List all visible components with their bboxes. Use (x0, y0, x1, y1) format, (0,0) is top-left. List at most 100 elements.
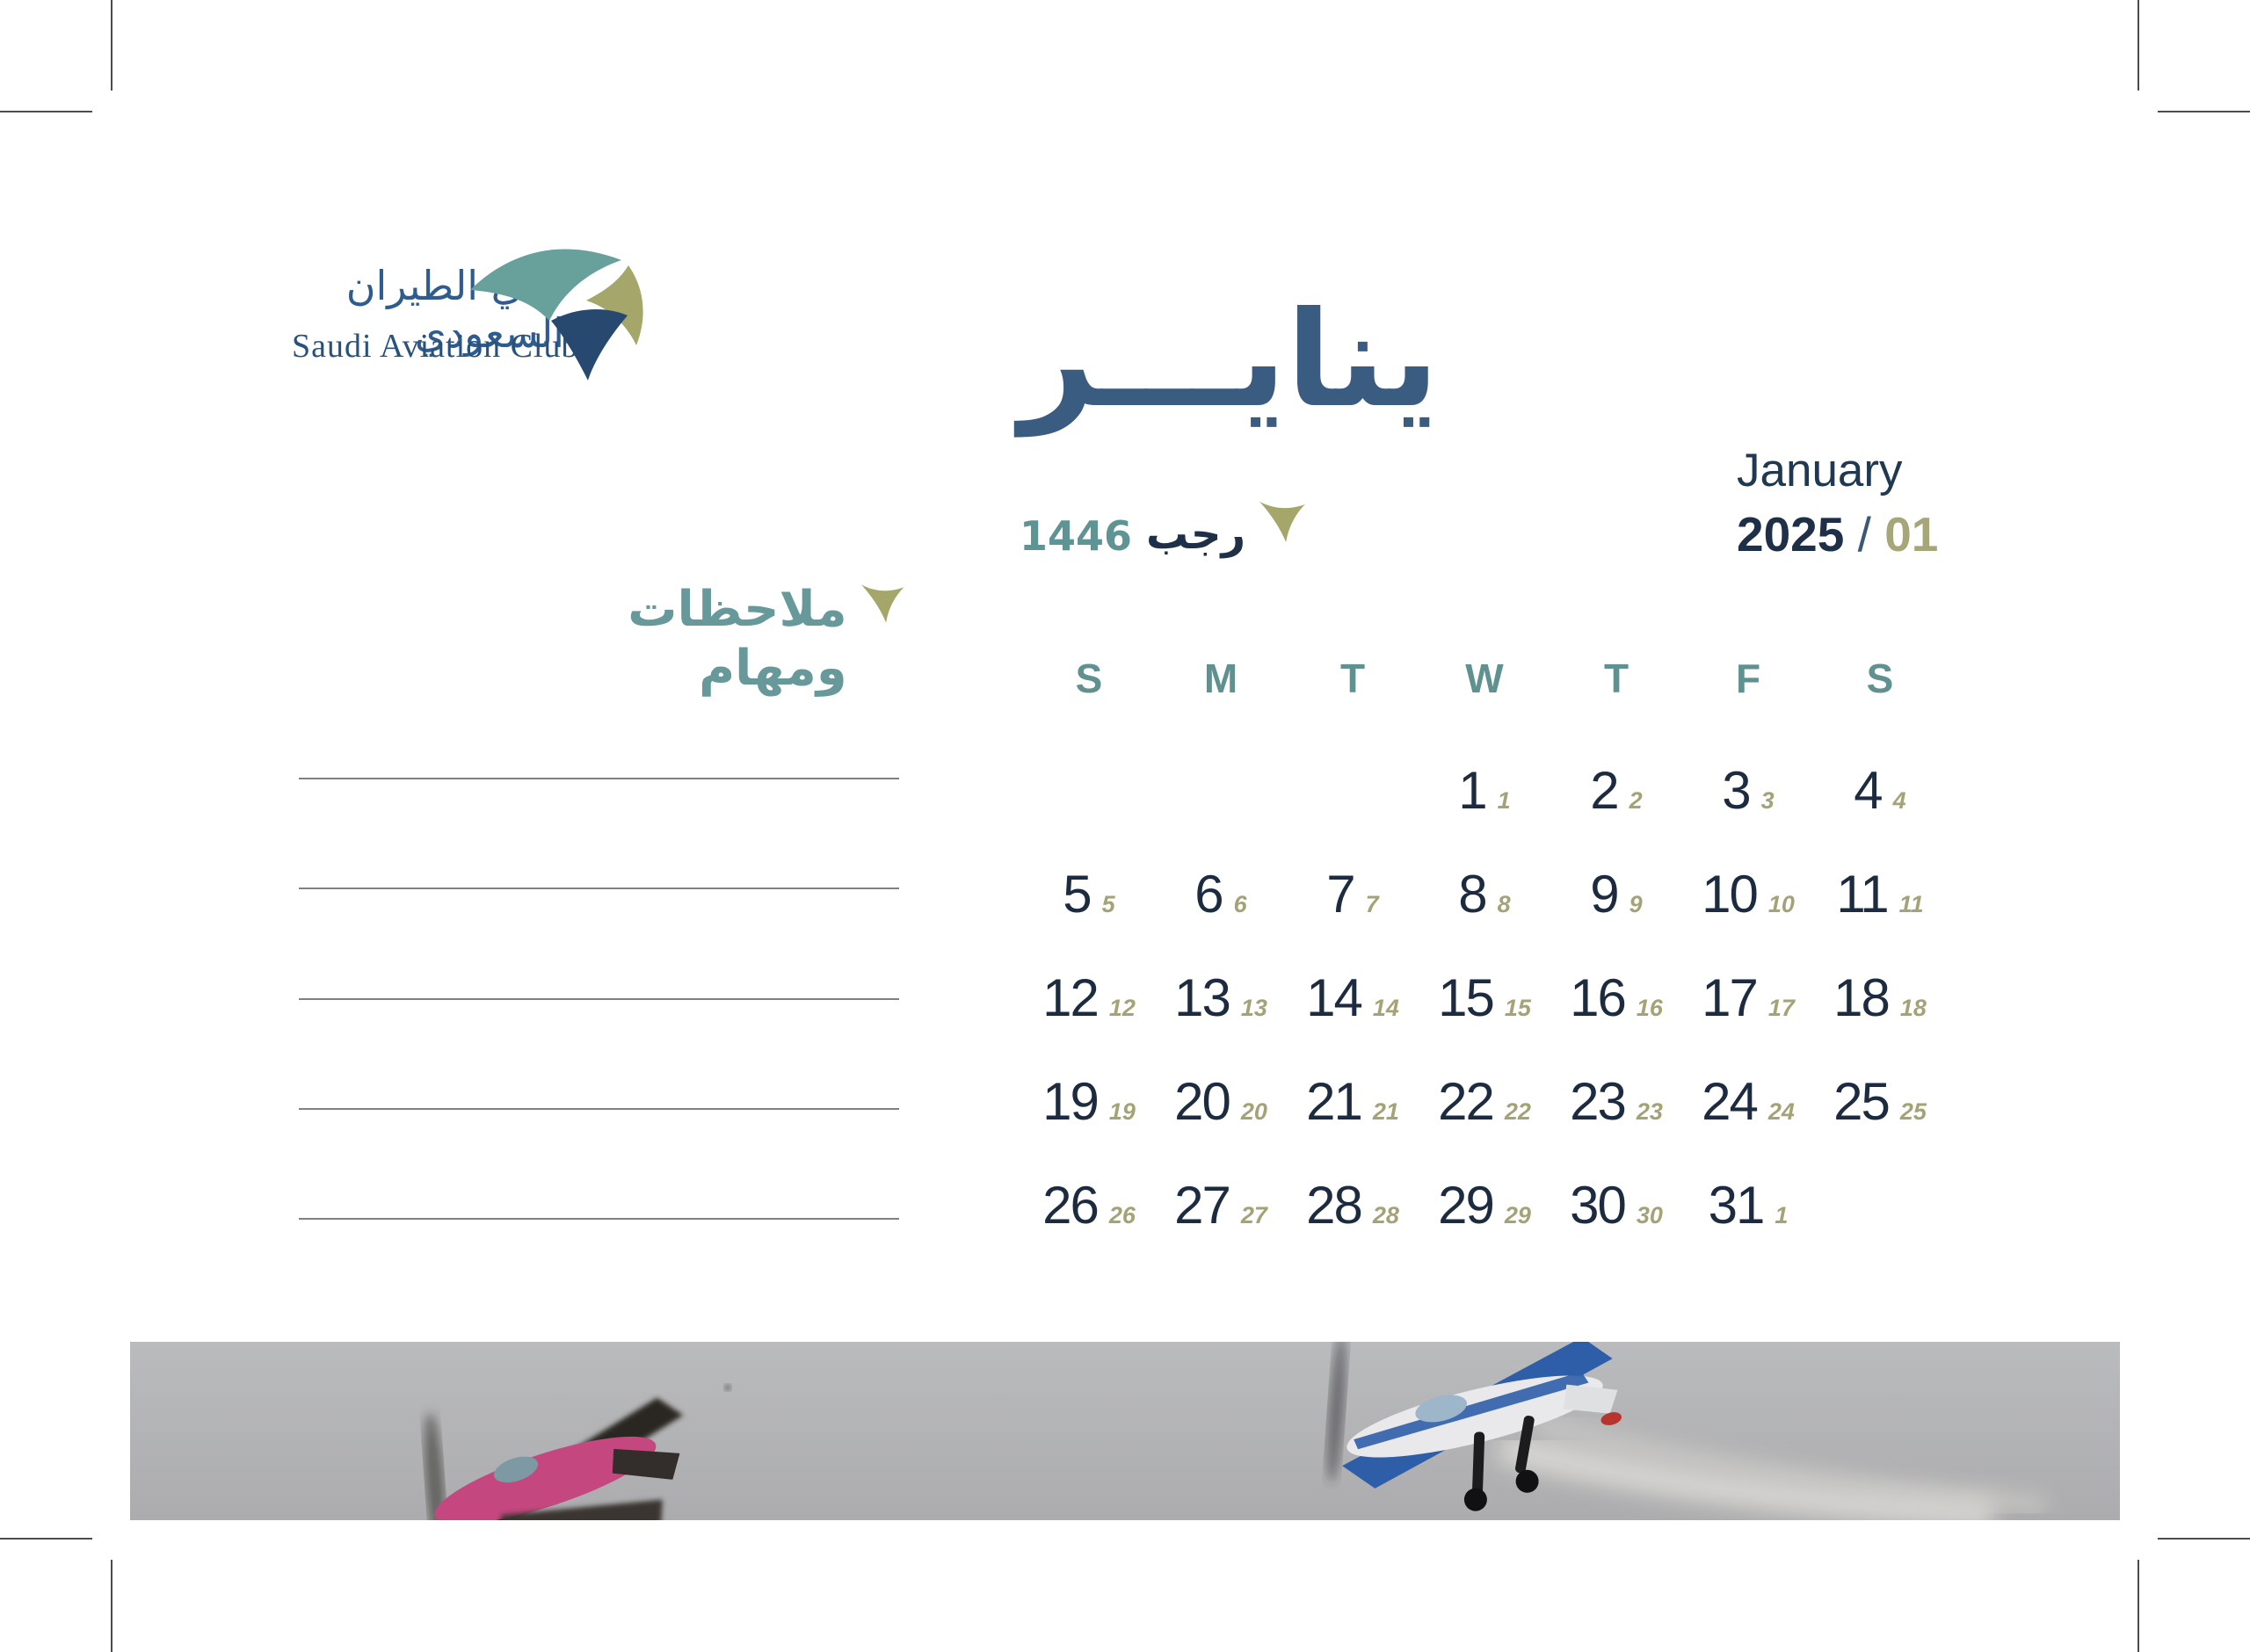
weekday-header: S (1075, 656, 1103, 701)
gregorian-date: 25 (1833, 1071, 1891, 1131)
day-cell: 19 19 (1023, 1071, 1155, 1132)
gregorian-date: 7 (1326, 864, 1355, 924)
hijri-date: 6 (1233, 890, 1247, 917)
weekday-header: T (1339, 656, 1366, 701)
hijri-date: 4 (1892, 786, 1906, 814)
notes-line (299, 1218, 899, 1220)
day-cell: 30 30 (1550, 1175, 1682, 1235)
week-row: 12 12 13 13 14 14 15 15 16 16 17 17 18 18 (1023, 946, 1946, 1049)
gregorian-date: 2 (1590, 760, 1619, 820)
gregorian-date: 9 (1590, 864, 1619, 924)
day-cell: 25 25 (1814, 1071, 1946, 1132)
hijri-month: رجب (1146, 510, 1246, 559)
crop-mark (2158, 111, 2250, 112)
gregorian-date: 10 (1702, 864, 1759, 924)
hijri-date: 1 (1775, 1201, 1789, 1228)
day-cell: 23 23 (1550, 1071, 1682, 1132)
blue-plane (1327, 1342, 2047, 1520)
notes-line (299, 888, 899, 890)
notes-line (299, 1107, 899, 1110)
day-cell: 15 15 (1419, 967, 1550, 1028)
hijri-date: 14 (1372, 994, 1399, 1021)
gregorian-date: 27 (1174, 1175, 1231, 1235)
day-cell: 22 22 (1419, 1071, 1550, 1132)
notes-lines (299, 778, 899, 1220)
hijri-date: 22 (1504, 1098, 1531, 1125)
hijri-date: 18 (1899, 994, 1927, 1021)
hijri-date: 19 (1108, 1098, 1136, 1125)
notes-heading: ملاحظات ومهام (475, 580, 905, 698)
gregorian-date: 30 (1570, 1175, 1627, 1235)
gregorian-date: 16 (1570, 967, 1627, 1027)
gregorian-date: 18 (1833, 967, 1891, 1027)
day-cell: 12 12 (1023, 967, 1155, 1028)
month-number: 01 (1884, 507, 1939, 562)
day-cell: 20 20 (1155, 1071, 1287, 1132)
day-cell: 29 29 (1419, 1175, 1550, 1235)
day-cell: 31 1 (1682, 1175, 1814, 1235)
gregorian-date: 12 (1042, 967, 1100, 1027)
olive-arrow-icon (1259, 501, 1305, 543)
hijri-date: 11 (1898, 890, 1924, 917)
day-cell: 14 14 (1287, 967, 1419, 1028)
gregorian-date: 8 (1458, 864, 1487, 924)
gregorian-date: 4 (1854, 760, 1883, 820)
gregorian-date: 15 (1438, 967, 1495, 1027)
notes-line (299, 997, 899, 1000)
hijri-date: 7 (1365, 890, 1379, 917)
gregorian-date: 13 (1174, 967, 1231, 1027)
hijri-date: 27 (1240, 1201, 1267, 1228)
crop-mark (2138, 1560, 2139, 1652)
day-cell: 18 18 (1814, 967, 1946, 1028)
saudi-aviation-club-logo-icon (470, 249, 643, 380)
week-row: 5 5 6 6 7 7 8 8 9 9 10 10 11 11 (1023, 842, 1946, 946)
gregorian-date: 29 (1438, 1175, 1495, 1235)
hijri-date: 1 (1497, 786, 1511, 814)
day-cell: 13 13 (1155, 967, 1287, 1028)
hijri-date: 21 (1372, 1098, 1399, 1125)
year-number: 2025 (1737, 507, 1845, 562)
gregorian-date: 6 (1194, 864, 1223, 924)
crop-mark (0, 1538, 92, 1540)
day-cell: 11 11 (1814, 864, 1946, 924)
week-row: 19 19 20 20 21 21 22 22 23 23 24 24 25 25 (1023, 1049, 1946, 1153)
hijri-date: 13 (1240, 994, 1267, 1021)
hijri-date: 12 (1108, 994, 1136, 1021)
day-cell: 24 24 (1682, 1071, 1814, 1132)
day-cell: 26 26 (1023, 1175, 1155, 1235)
gregorian-header: January 2025 / 01 (1737, 444, 1938, 562)
gregorian-year-line: 2025 / 01 (1737, 506, 1938, 562)
weekday-header: M (1203, 656, 1238, 701)
weekday-header: F (1735, 656, 1761, 701)
week-row: 26 26 27 27 28 28 29 29 30 30 31 1 (1023, 1153, 1946, 1257)
photo-banner (130, 1342, 2120, 1520)
gregorian-date: 24 (1702, 1071, 1759, 1131)
notes-line (299, 778, 899, 779)
calendar-weeks: 1 1 2 2 3 3 4 4 5 5 6 6 7 7 8 8 9 9 10 10 11 11 12 12 13 13 14 14 15… (1023, 738, 1946, 1257)
hijri-date: 20 (1240, 1098, 1267, 1125)
month-title-arabic: ينايـــر (1020, 284, 1440, 437)
gregorian-date: 31 (1708, 1175, 1766, 1235)
gregorian-date: 22 (1438, 1071, 1495, 1131)
day-cell: 17 17 (1682, 967, 1814, 1028)
crop-mark (2158, 1538, 2250, 1540)
crop-mark (111, 0, 112, 91)
hijri-year: 1446 (1020, 512, 1133, 560)
gregorian-date: 28 (1306, 1175, 1363, 1235)
gregorian-date: 17 (1702, 967, 1759, 1027)
hijri-date: 23 (1636, 1098, 1663, 1125)
hijri-date-line: 1446 رجب (1020, 501, 1307, 562)
olive-arrow-icon (860, 584, 904, 623)
hijri-date: 9 (1629, 890, 1643, 917)
